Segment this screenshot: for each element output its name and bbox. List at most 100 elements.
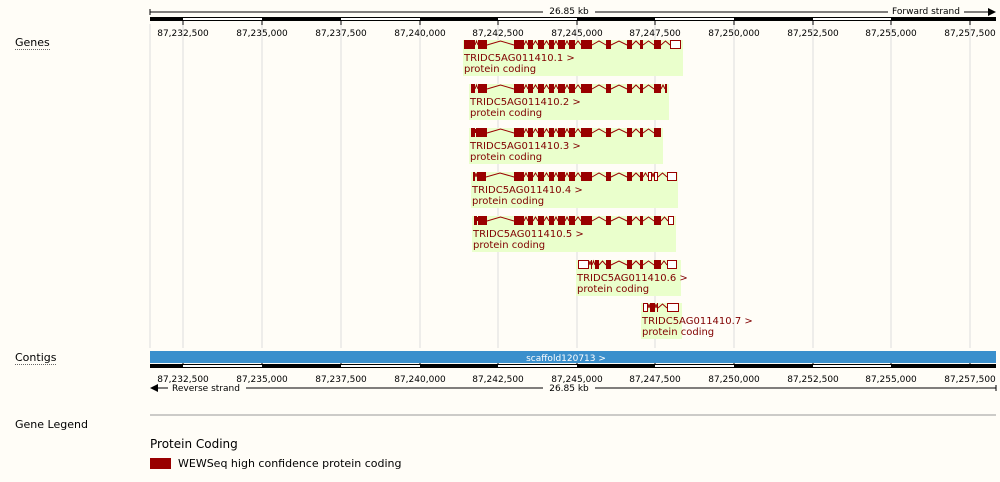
- exon-coding[interactable]: [654, 260, 661, 269]
- exon-utr[interactable]: [643, 303, 648, 312]
- transcript-name[interactable]: TRIDC5AG011410.1 >: [463, 53, 575, 64]
- exon-coding[interactable]: [538, 84, 544, 93]
- exon-coding[interactable]: [538, 216, 544, 225]
- transcript-name[interactable]: TRIDC5AG011410.4 >: [471, 185, 583, 196]
- exon-coding[interactable]: [591, 260, 592, 269]
- genes-track-label[interactable]: Genes: [15, 36, 50, 50]
- exon-coding[interactable]: [478, 216, 487, 225]
- exon-coding[interactable]: [606, 128, 611, 137]
- exon-coding[interactable]: [528, 216, 533, 225]
- exon-coding[interactable]: [549, 128, 554, 137]
- exon-utr[interactable]: [578, 260, 589, 269]
- exon-coding[interactable]: [640, 128, 643, 137]
- exon-coding[interactable]: [528, 128, 533, 137]
- exon-coding[interactable]: [549, 84, 554, 93]
- exon-coding[interactable]: [471, 84, 475, 93]
- transcript-3[interactable]: TRIDC5AG011410.3 >protein coding: [469, 127, 663, 164]
- exon-coding[interactable]: [558, 172, 565, 181]
- exon-coding[interactable]: [640, 260, 643, 269]
- contig-bar[interactable]: [150, 351, 996, 363]
- exon-coding[interactable]: [569, 128, 575, 137]
- exon-coding[interactable]: [464, 40, 475, 49]
- exon-coding[interactable]: [478, 40, 487, 49]
- exon-coding[interactable]: [581, 84, 592, 93]
- exon-coding[interactable]: [650, 303, 655, 312]
- exon-coding[interactable]: [478, 84, 487, 93]
- exon-coding[interactable]: [538, 172, 544, 181]
- exon-coding[interactable]: [581, 40, 592, 49]
- exon-utr[interactable]: [654, 172, 658, 181]
- transcript-4[interactable]: TRIDC5AG011410.4 >protein coding: [471, 171, 678, 208]
- exon-coding[interactable]: [558, 40, 565, 49]
- exon-coding[interactable]: [627, 128, 632, 137]
- exon-coding[interactable]: [581, 216, 592, 225]
- exon-coding[interactable]: [549, 216, 554, 225]
- exon-coding[interactable]: [654, 216, 661, 225]
- exon-coding[interactable]: [528, 84, 533, 93]
- exon-coding[interactable]: [654, 128, 661, 137]
- exon-coding[interactable]: [606, 260, 611, 269]
- transcript-name[interactable]: TRIDC5AG011410.3 >: [469, 141, 581, 152]
- exon-coding[interactable]: [514, 172, 524, 181]
- transcript-name[interactable]: TRIDC5AG011410.5 >: [472, 229, 584, 240]
- exon-coding[interactable]: [640, 40, 643, 49]
- exon-coding[interactable]: [606, 84, 611, 93]
- exon-coding[interactable]: [627, 172, 632, 181]
- exon-coding[interactable]: [569, 40, 575, 49]
- exon-utr[interactable]: [648, 172, 652, 181]
- exon-utr[interactable]: [667, 260, 677, 269]
- exon-coding[interactable]: [595, 260, 599, 269]
- exon-coding[interactable]: [558, 128, 565, 137]
- exon-coding[interactable]: [549, 40, 554, 49]
- exon-coding[interactable]: [558, 84, 565, 93]
- ruler-top-segment: [498, 18, 577, 20]
- exon-coding[interactable]: [549, 172, 554, 181]
- exon-coding[interactable]: [606, 40, 611, 49]
- exon-coding[interactable]: [581, 128, 592, 137]
- exon-coding[interactable]: [473, 172, 475, 181]
- exon-utr[interactable]: [670, 40, 681, 49]
- exon-coding[interactable]: [665, 84, 667, 93]
- exon-coding[interactable]: [569, 172, 575, 181]
- exon-coding[interactable]: [657, 303, 658, 312]
- exon-coding[interactable]: [558, 216, 565, 225]
- exon-coding[interactable]: [538, 128, 544, 137]
- exon-utr[interactable]: [668, 216, 674, 225]
- exon-coding[interactable]: [627, 216, 632, 225]
- exon-coding[interactable]: [538, 40, 544, 49]
- transcript-7[interactable]: TRIDC5AG011410.7 >protein coding: [641, 303, 753, 339]
- exon-coding[interactable]: [528, 172, 533, 181]
- exon-utr[interactable]: [667, 303, 679, 312]
- exon-coding[interactable]: [514, 84, 524, 93]
- transcript-6[interactable]: TRIDC5AG011410.6 >protein coding: [576, 259, 688, 296]
- exon-coding[interactable]: [569, 216, 575, 225]
- exon-coding[interactable]: [640, 216, 643, 225]
- transcript-name[interactable]: TRIDC5AG011410.6 >: [576, 273, 688, 284]
- exon-coding[interactable]: [640, 172, 643, 181]
- contigs-track-label[interactable]: Contigs: [15, 351, 57, 365]
- exon-coding[interactable]: [627, 84, 632, 93]
- exon-coding[interactable]: [606, 172, 611, 181]
- transcript-1[interactable]: TRIDC5AG011410.1 >protein coding: [463, 39, 683, 76]
- exon-coding[interactable]: [627, 40, 632, 49]
- exon-coding[interactable]: [569, 84, 575, 93]
- exon-utr[interactable]: [667, 172, 677, 181]
- exon-coding[interactable]: [514, 216, 524, 225]
- exon-coding[interactable]: [581, 172, 592, 181]
- exon-coding[interactable]: [476, 128, 487, 137]
- exon-coding[interactable]: [514, 128, 524, 137]
- exon-coding[interactable]: [477, 172, 486, 181]
- exon-coding[interactable]: [514, 40, 524, 49]
- transcript-5[interactable]: TRIDC5AG011410.5 >protein coding: [472, 215, 676, 252]
- exon-coding[interactable]: [474, 216, 477, 225]
- transcript-name[interactable]: TRIDC5AG011410.7 >: [641, 316, 753, 327]
- exon-coding[interactable]: [640, 84, 643, 93]
- exon-coding[interactable]: [654, 40, 661, 49]
- exon-coding[interactable]: [627, 260, 632, 269]
- exon-coding[interactable]: [654, 84, 661, 93]
- transcript-2[interactable]: TRIDC5AG011410.2 >protein coding: [469, 83, 669, 120]
- exon-coding[interactable]: [528, 40, 533, 49]
- transcript-name[interactable]: TRIDC5AG011410.2 >: [469, 97, 581, 108]
- exon-coding[interactable]: [471, 128, 475, 137]
- exon-coding[interactable]: [606, 216, 611, 225]
